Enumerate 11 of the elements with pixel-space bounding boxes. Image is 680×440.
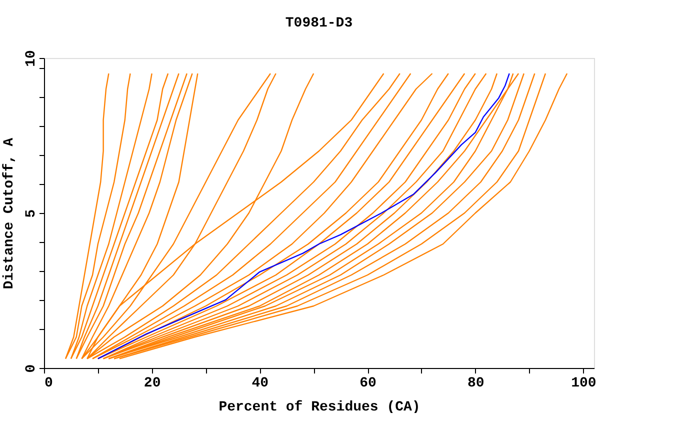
x-tick-label: 80 bbox=[467, 376, 484, 392]
y-axis-title: Distance Cutoff, A bbox=[2, 137, 18, 290]
x-tick-label: 40 bbox=[252, 376, 269, 392]
y-tick-label: 0 bbox=[24, 364, 40, 373]
x-tick-label: 100 bbox=[571, 376, 596, 392]
x-tick-label: 60 bbox=[360, 376, 376, 392]
y-tick-label: 10 bbox=[24, 50, 40, 67]
chart-title: T0981-D3 bbox=[285, 16, 353, 32]
y-tick-label: 5 bbox=[24, 209, 40, 218]
x-tick-label: 20 bbox=[144, 376, 161, 392]
x-tick-label: 0 bbox=[44, 376, 53, 392]
